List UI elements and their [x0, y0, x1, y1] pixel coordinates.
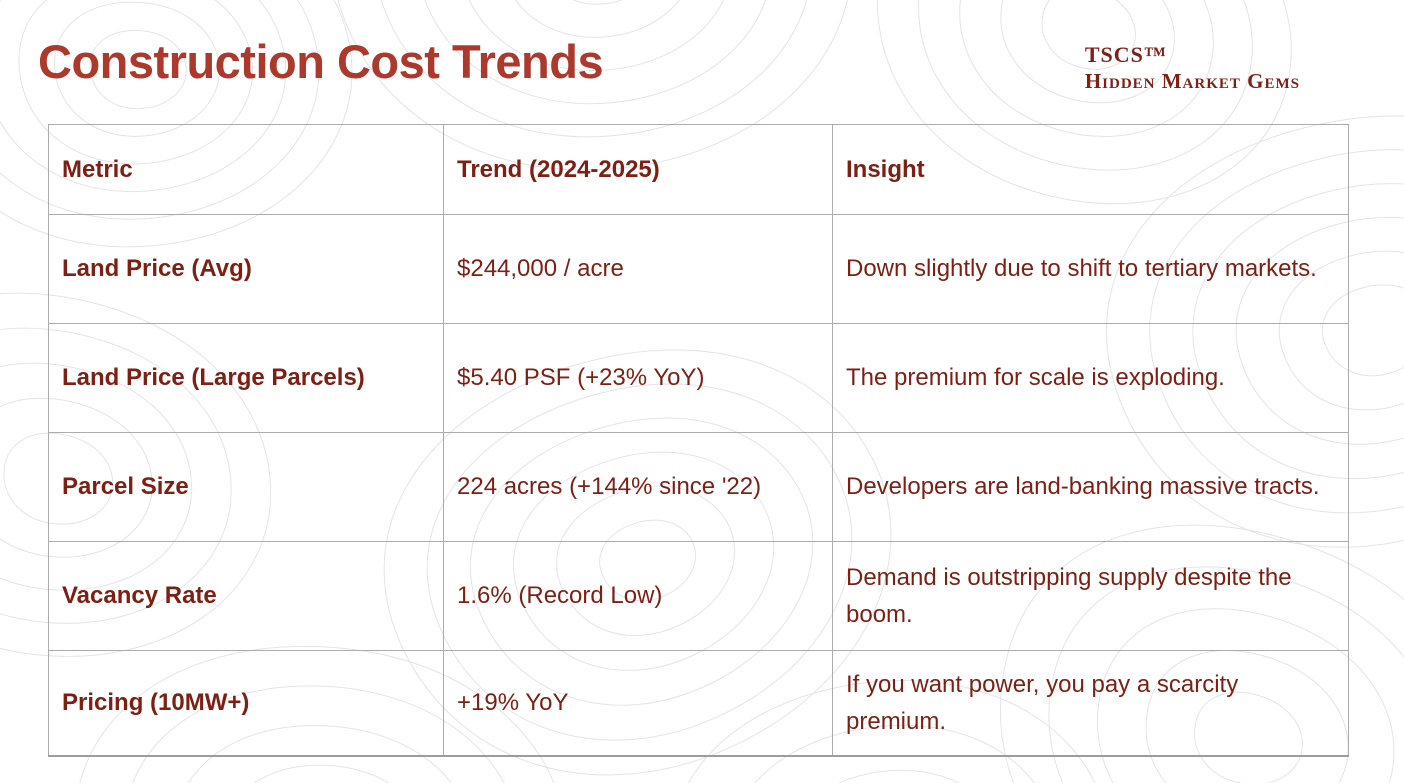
- table-header-row: Metric Trend (2024-2025) Insight: [48, 124, 1349, 215]
- table-row: Parcel Size 224 acres (+144% since '22) …: [48, 432, 1349, 542]
- cell-trend: $5.40 PSF (+23% YoY): [443, 323, 833, 433]
- cell-trend: 1.6% (Record Low): [443, 541, 833, 651]
- table-row: Land Price (Large Parcels) $5.40 PSF (+2…: [48, 323, 1349, 433]
- cell-trend: +19% YoY: [443, 650, 833, 757]
- table-row: Pricing (10MW+) +19% YoY If you want pow…: [48, 650, 1349, 757]
- cell-insight: Demand is outstripping supply despite th…: [832, 541, 1349, 651]
- brand-logo: TSCS™ Hidden Market Gems: [1085, 42, 1300, 94]
- cell-trend: 224 acres (+144% since '22): [443, 432, 833, 542]
- brand-tagline: Hidden Market Gems: [1084, 69, 1300, 93]
- page-title: Construction Cost Trends: [38, 35, 604, 88]
- cell-metric: Land Price (Large Parcels): [48, 323, 444, 433]
- brand-name: TSCS™: [1084, 42, 1167, 67]
- cell-insight: The premium for scale is exploding.: [832, 323, 1349, 433]
- cell-metric: Pricing (10MW+): [48, 650, 444, 757]
- cost-trends-table: Metric Trend (2024-2025) Insight Land Pr…: [48, 124, 1349, 757]
- cell-insight: Developers are land-banking massive trac…: [832, 432, 1349, 542]
- cell-insight: Down slightly due to shift to tertiary m…: [832, 214, 1349, 324]
- cell-metric: Parcel Size: [48, 432, 444, 542]
- table-row: Vacancy Rate 1.6% (Record Low) Demand is…: [48, 541, 1349, 651]
- cell-trend: $244,000 / acre: [443, 214, 833, 324]
- column-header-metric: Metric: [48, 124, 444, 215]
- cell-metric: Vacancy Rate: [48, 541, 444, 651]
- slide: Construction Cost Trends TSCS™ Hidden Ma…: [0, 0, 1404, 757]
- cell-insight: If you want power, you pay a scarcity pr…: [832, 650, 1349, 757]
- cell-metric: Land Price (Avg): [48, 214, 444, 324]
- header: Construction Cost Trends TSCS™ Hidden Ma…: [0, 0, 1404, 94]
- table-row: Land Price (Avg) $244,000 / acre Down sl…: [48, 214, 1349, 324]
- column-header-insight: Insight: [832, 124, 1349, 215]
- column-header-trend: Trend (2024-2025): [443, 124, 833, 215]
